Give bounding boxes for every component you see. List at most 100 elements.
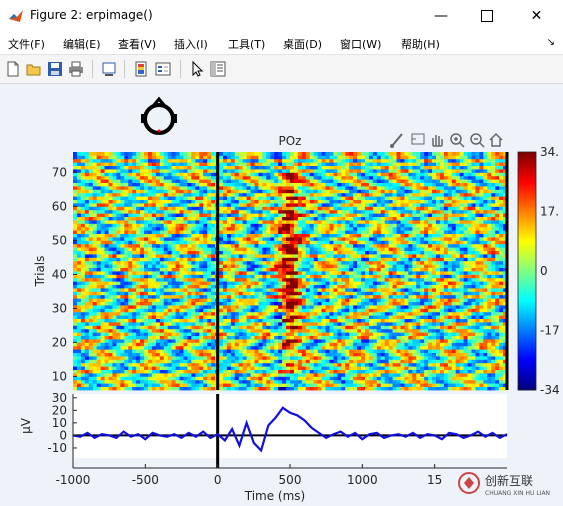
heatmap-cell [333, 315, 338, 319]
open-file-icon[interactable] [25, 60, 43, 78]
heatmap-cell [73, 250, 78, 255]
heatmap-cell [439, 284, 445, 289]
brush-icon[interactable] [390, 133, 403, 148]
heatmap-cell [451, 359, 457, 364]
heatmap-cell [400, 267, 405, 272]
heatmap-cell [313, 260, 319, 265]
close-button[interactable]: ✕ [510, 0, 563, 32]
pan-icon[interactable] [432, 135, 443, 147]
heatmap-cell [195, 342, 200, 347]
heatmap-cell [290, 271, 295, 275]
zoom-out-icon[interactable] [470, 133, 485, 148]
heatmap-cell [80, 342, 86, 347]
heatmap-cell [443, 325, 449, 330]
heatmap-cell [439, 240, 445, 245]
heatmap-cell [155, 305, 161, 309]
heatmap-cell [187, 359, 192, 364]
heatmap-cell [136, 260, 141, 265]
insert-legend-icon[interactable] [154, 60, 172, 78]
heatmap-cell [286, 243, 291, 248]
heatmap-cell [455, 260, 461, 265]
heatmap-cell [471, 250, 476, 255]
heatmap-cell [238, 308, 244, 313]
home-icon[interactable] [489, 132, 503, 147]
heatmap-cell [408, 373, 413, 377]
heatmap-cell [270, 335, 275, 340]
insert-colorbar-icon[interactable] [132, 60, 150, 78]
menu-insert[interactable]: 插入(I) [174, 38, 208, 51]
property-inspector-icon[interactable] [209, 60, 227, 78]
heatmap-cell [187, 277, 192, 282]
heatmap-cell [317, 288, 322, 292]
menu-file[interactable]: 文件(F) [8, 38, 45, 51]
heatmap-cell [226, 294, 232, 299]
heatmap-cell [84, 345, 90, 350]
heatmap-cell [128, 339, 133, 343]
heatmap-cell [262, 366, 267, 370]
minimize-button[interactable]: — [418, 0, 464, 32]
heatmap-cell [337, 325, 342, 330]
dock-arrow-icon[interactable]: ↘ [546, 37, 555, 48]
menu-edit[interactable]: 编辑(E) [63, 38, 101, 51]
print-icon[interactable] [67, 60, 85, 78]
heatmap-cell [499, 328, 504, 333]
heatmap-cell [226, 311, 232, 316]
heatmap-cell [333, 332, 338, 336]
heatmap-cell [483, 281, 488, 285]
heatmap-cell [428, 373, 433, 377]
heatmap-cell [76, 281, 82, 285]
heatmap-cell [195, 332, 200, 336]
data-tip-icon[interactable] [411, 133, 425, 145]
heatmap-cell [116, 294, 121, 299]
heatmap-cell [313, 311, 319, 316]
heatmap-cell [254, 308, 259, 313]
heatmap-cell [325, 362, 330, 367]
heatmap-cell [171, 315, 176, 319]
heatmap-cell [368, 318, 374, 323]
heatmap-cell [475, 308, 480, 313]
heatmap-cell [218, 376, 224, 381]
heatmap-cell [483, 332, 488, 336]
heatmap-cell [171, 379, 176, 384]
maximize-button[interactable] [464, 0, 510, 32]
heatmap-cell [408, 322, 413, 326]
pointer-icon[interactable] [188, 60, 206, 78]
menu-help[interactable]: 帮助(H) [401, 38, 440, 51]
heatmap-cell [179, 342, 184, 347]
heatmap-cell [455, 318, 461, 323]
link-plot-icon[interactable] [100, 60, 118, 78]
heatmap-cell [341, 254, 346, 258]
heatmap-cell [305, 294, 311, 299]
heatmap-cell [92, 294, 98, 299]
heatmap-cell [262, 284, 267, 289]
heatmap-cell [424, 247, 429, 251]
heatmap-cell [380, 332, 386, 336]
minimize-icon: — [434, 8, 448, 24]
heatmap-cell [238, 294, 244, 299]
save-icon[interactable] [46, 60, 64, 78]
heatmap-cell [333, 342, 338, 347]
heatmap-cell [467, 298, 472, 302]
heatmap-cell [341, 359, 346, 364]
heatmap-cell [112, 305, 117, 309]
heatmap-cell [270, 332, 275, 336]
heatmap-cell [218, 254, 224, 258]
zoom-in-icon[interactable] [450, 133, 465, 148]
menu-desktop[interactable]: 桌面(D) [283, 38, 323, 51]
heatmap-cell [341, 386, 346, 391]
new-figure-icon[interactable] [4, 60, 22, 78]
heatmap-cell [349, 349, 354, 353]
menu-view[interactable]: 查看(V) [118, 38, 157, 51]
heatmap-cell [408, 349, 413, 353]
heatmap-cell [270, 342, 275, 347]
heatmap-cell [503, 349, 508, 353]
heatmap-cell [286, 356, 291, 360]
heatmap-cell [167, 267, 173, 272]
heatmap-cell [420, 335, 425, 340]
menu-tools[interactable]: 工具(T) [228, 38, 266, 51]
heatmap-cell [246, 311, 251, 316]
heatmap-cell [258, 267, 263, 272]
heatmap-cell [92, 284, 98, 289]
menu-window[interactable]: 窗口(W) [340, 38, 382, 51]
heatmap-cell [404, 339, 409, 343]
